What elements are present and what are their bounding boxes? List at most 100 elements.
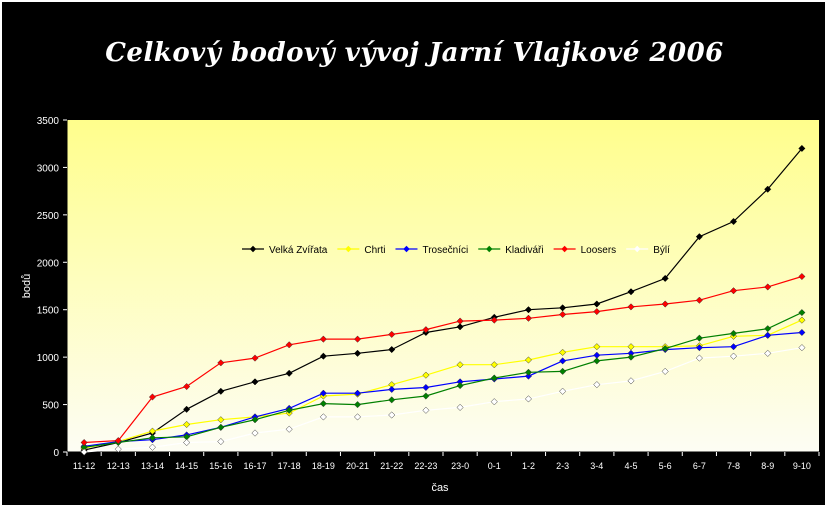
legend-marker bbox=[403, 245, 410, 253]
data-point bbox=[490, 316, 498, 324]
data-point bbox=[593, 308, 601, 316]
legend-item: Velká Zvířata bbox=[242, 245, 328, 256]
data-point bbox=[661, 367, 669, 375]
x-tick-label: 2-3 bbox=[556, 461, 569, 471]
plot-area bbox=[67, 120, 819, 452]
data-point bbox=[285, 406, 293, 414]
data-point bbox=[319, 335, 327, 343]
series-group bbox=[80, 344, 806, 456]
data-point bbox=[353, 349, 362, 357]
x-tick-label: 23-0 bbox=[451, 461, 469, 471]
data-point bbox=[456, 317, 464, 325]
data-point bbox=[114, 437, 122, 445]
data-point bbox=[729, 287, 738, 295]
legend-marker bbox=[249, 245, 257, 253]
series-group bbox=[80, 309, 806, 451]
legend-item: Loosers bbox=[553, 245, 616, 256]
data-point bbox=[798, 144, 806, 153]
x-tick-label: 4-5 bbox=[624, 461, 637, 471]
data-point bbox=[764, 325, 772, 333]
data-point bbox=[388, 330, 396, 338]
data-point bbox=[627, 353, 635, 361]
data-point bbox=[422, 326, 430, 334]
data-point bbox=[695, 296, 703, 304]
data-point bbox=[80, 448, 88, 456]
data-point bbox=[217, 416, 225, 424]
data-point bbox=[217, 423, 225, 431]
data-point bbox=[490, 374, 498, 382]
data-point bbox=[148, 443, 157, 451]
data-point bbox=[627, 303, 635, 311]
data-point bbox=[729, 329, 738, 337]
data-point bbox=[764, 331, 772, 339]
y-tick-label: 500 bbox=[42, 401, 59, 412]
x-tick-label: 1-2 bbox=[522, 461, 535, 471]
legend: Velká Zvířata Chrti Trosečníci Kladiváři Loo… bbox=[242, 245, 670, 256]
data-point bbox=[798, 272, 806, 281]
series-line bbox=[84, 331, 802, 447]
data-point bbox=[183, 420, 191, 429]
legend-item: Chrti bbox=[337, 245, 385, 256]
x-tick-label: 16-17 bbox=[243, 461, 266, 471]
x-tick-label: 12-13 bbox=[107, 461, 130, 471]
y-tick-label: 3000 bbox=[37, 163, 60, 174]
data-point bbox=[559, 348, 567, 356]
series-line bbox=[84, 347, 802, 453]
data-point bbox=[524, 314, 533, 322]
y-axis-title: bodů bbox=[21, 274, 33, 298]
x-tick-label: 8-9 bbox=[761, 461, 774, 471]
data-point bbox=[251, 354, 259, 362]
data-point bbox=[353, 413, 362, 421]
data-point bbox=[524, 306, 533, 314]
data-point bbox=[251, 429, 259, 437]
y-tick-label: 2000 bbox=[37, 258, 60, 269]
data-point bbox=[729, 343, 738, 351]
data-point bbox=[388, 411, 396, 419]
data-point bbox=[798, 316, 806, 324]
data-point bbox=[524, 395, 533, 403]
data-point bbox=[593, 357, 601, 365]
x-axis-title: čas bbox=[431, 482, 449, 494]
x-tick-label: 0-1 bbox=[488, 461, 501, 471]
chart-title: Celkový bodový vývoj Jarní Vlajkové 2006 bbox=[105, 38, 724, 68]
data-point bbox=[80, 438, 88, 447]
legend-item: Kladiváři bbox=[478, 245, 544, 256]
y-tick-label: 2500 bbox=[37, 211, 60, 222]
data-point bbox=[559, 367, 567, 375]
data-point bbox=[422, 406, 430, 414]
x-tick-label: 11-12 bbox=[73, 461, 95, 471]
data-point bbox=[353, 335, 362, 343]
legend-marker bbox=[486, 245, 493, 253]
data-point bbox=[661, 345, 669, 353]
legend-item: Býlí bbox=[626, 245, 670, 256]
data-point bbox=[524, 372, 533, 380]
x-tick-label: 20-21 bbox=[346, 461, 369, 471]
x-tick-label: 15-16 bbox=[209, 461, 232, 471]
series-layer bbox=[80, 144, 806, 456]
series-line bbox=[84, 275, 803, 444]
axes: 0 500 1000 1500 2000 2500 3000 3500 11-12 12-13 13… bbox=[37, 116, 820, 471]
legend-marker bbox=[561, 245, 568, 253]
series-line bbox=[84, 312, 803, 448]
x-tick-label: 7-8 bbox=[727, 461, 740, 471]
data-point bbox=[319, 400, 327, 408]
data-point bbox=[217, 438, 225, 446]
data-point bbox=[559, 387, 567, 395]
data-point bbox=[456, 361, 464, 369]
data-point bbox=[627, 377, 635, 385]
series-line bbox=[83, 319, 803, 449]
data-point bbox=[183, 405, 191, 413]
data-point bbox=[388, 385, 396, 393]
data-point bbox=[183, 438, 191, 447]
data-point bbox=[319, 352, 327, 360]
data-point bbox=[695, 344, 703, 352]
data-point bbox=[559, 357, 567, 365]
x-tick-label: 18-19 bbox=[312, 461, 335, 471]
data-point bbox=[456, 323, 464, 331]
series-line bbox=[83, 148, 803, 451]
data-point bbox=[593, 343, 601, 351]
data-point bbox=[456, 382, 464, 390]
legend-label: Kladiváři bbox=[505, 245, 543, 256]
data-point bbox=[183, 382, 191, 391]
data-point bbox=[798, 328, 806, 337]
